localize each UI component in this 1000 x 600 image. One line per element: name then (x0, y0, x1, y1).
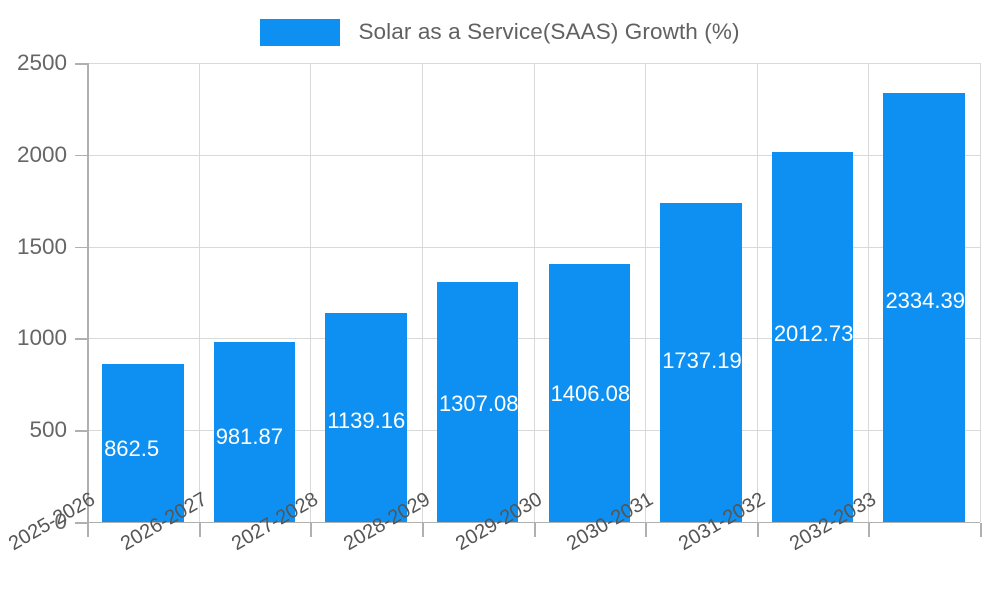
vertical-gridline (310, 63, 311, 522)
horizontal-gridline (87, 154, 980, 156)
x-axis-line (87, 521, 980, 523)
y-axis-line (87, 63, 89, 523)
bar[interactable] (883, 93, 965, 522)
bar[interactable] (102, 363, 184, 522)
horizontal-gridline (87, 338, 980, 340)
y-tick-label: 500 (29, 417, 67, 443)
bar[interactable] (436, 282, 519, 522)
horizontal-gridline (87, 63, 980, 64)
y-tick-label: 2000 (16, 141, 67, 167)
x-tick-mark (645, 523, 647, 537)
x-tick-mark (199, 523, 201, 537)
vertical-gridline (980, 63, 981, 522)
y-tick-mark (75, 63, 87, 65)
vertical-gridline (645, 63, 646, 522)
vertical-gridline (422, 63, 423, 522)
legend-label: Solar as a Service(SAAS) Growth (%) (358, 19, 740, 44)
y-tick-mark (75, 154, 87, 157)
horizontal-gridline (87, 430, 980, 432)
legend-color-swatch (260, 18, 341, 46)
y-tick-label: 2500 (16, 50, 67, 75)
legend-entry[interactable]: Solar as a Service(SAAS) Growth (%) (260, 18, 740, 46)
y-tick-mark (75, 246, 87, 249)
bar[interactable] (771, 152, 854, 522)
y-tick-label: 1500 (16, 233, 67, 259)
vertical-gridline (199, 63, 200, 522)
vertical-gridline (757, 63, 758, 522)
x-tick-mark (868, 523, 870, 537)
x-tick-mark (422, 523, 424, 537)
bar[interactable] (548, 263, 631, 522)
chart-legend: Solar as a Service(SAAS) Growth (%) (0, 10, 1000, 54)
bar[interactable] (213, 341, 296, 522)
y-tick-mark (75, 338, 87, 340)
horizontal-gridline (87, 246, 980, 248)
bar[interactable] (660, 203, 742, 522)
y-tick-label: 1000 (16, 325, 67, 351)
bar[interactable] (325, 312, 407, 522)
x-tick-mark (534, 523, 536, 537)
plot-area: 862.5 981.87 1139.16 1307.08 1406.08 1737.19 2… (87, 63, 981, 523)
vertical-gridline (534, 63, 535, 522)
y-tick-mark (75, 430, 87, 432)
x-tick-mark (310, 523, 312, 537)
x-tick-mark (980, 523, 982, 537)
vertical-gridline (868, 63, 869, 522)
y-tick-label: 0 (54, 509, 67, 534)
x-tick-mark (757, 523, 759, 537)
y-tick-mark (75, 522, 87, 524)
x-tick-mark (87, 523, 89, 537)
